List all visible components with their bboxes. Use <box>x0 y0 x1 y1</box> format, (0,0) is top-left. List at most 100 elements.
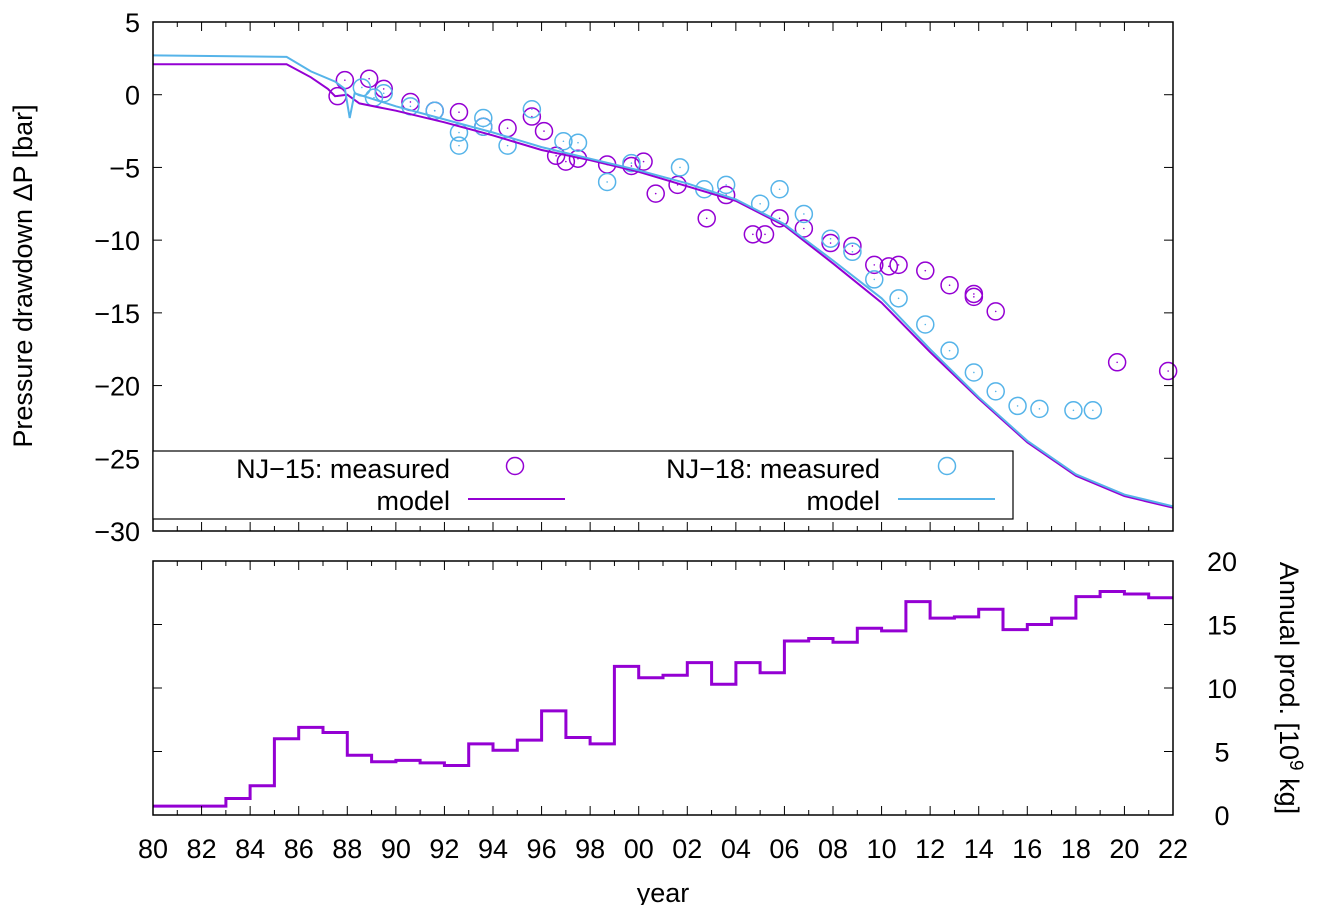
nj15-measured-point-dot-22 <box>764 233 766 236</box>
nj18-measured-point-dot-4 <box>433 109 436 112</box>
production-y-tick-labels: 20 15 10 5 0 <box>1207 547 1237 831</box>
nj18-measured-point-23 <box>865 270 884 289</box>
production-ticks <box>152 560 1174 816</box>
nj15-measured-point-34 <box>986 302 1005 321</box>
x-tick-label-96: 96 <box>527 834 557 864</box>
production-y-tick-label-2: 10 <box>1207 674 1237 704</box>
nj18-measured-point-14 <box>622 153 641 173</box>
nj15-measured-point-27 <box>865 255 884 275</box>
x-tick-label-10: 10 <box>867 834 897 864</box>
drawdown-y-axis-title: Pressure drawdown ΔP [bar] <box>8 104 38 447</box>
nj18-measured-point-dot-20 <box>803 213 805 215</box>
nj15-measured-point-17 <box>646 184 665 203</box>
nj15-measured-point-22 <box>755 225 775 244</box>
nj15-measured-point-dot-23 <box>778 217 781 220</box>
drawdown-model-lines <box>152 54 1174 509</box>
nj18-measured-point-32 <box>1083 401 1103 420</box>
x-tick-label-12: 12 <box>915 834 945 864</box>
nj15-measured-point-dot-27 <box>873 264 876 266</box>
nj18-measured-point-31 <box>1064 401 1083 420</box>
x-tick-label-92: 92 <box>429 834 459 864</box>
nj15-measured-point-30 <box>916 261 935 280</box>
nj18-measured-point-20 <box>794 204 814 224</box>
nj18-measured-point-dot-14 <box>630 162 633 164</box>
nj18-measured-point-dot-18 <box>759 202 761 205</box>
drawdown-y-tick-label-7: −30 <box>94 517 140 547</box>
nj18-measured-point-27 <box>964 363 984 382</box>
nj15-measured-point-33 <box>964 287 984 307</box>
nj15-measured-point-dot-9 <box>531 115 533 118</box>
nj18-measured-point-dot-28 <box>994 390 997 393</box>
nj15-measured-point-dot-24 <box>803 227 805 230</box>
nj15-measured-point-24 <box>794 219 814 238</box>
nj18-measured-point-16 <box>716 175 736 195</box>
drawdown-y-tick-label-1: 0 <box>125 81 140 111</box>
nj15-measured-point-dot-3 <box>382 88 385 90</box>
nj18-measured-point-29 <box>1008 396 1027 416</box>
nj18-measured-point-dot-9 <box>506 144 509 147</box>
nj18-measured-point-12 <box>568 133 588 152</box>
production-y-tick-label-0: 20 <box>1207 547 1237 577</box>
drawdown-y-tick-label-3: −10 <box>94 226 140 256</box>
nj18-measured-point-dot-26 <box>948 349 951 352</box>
legend-label-nj18-measured: NJ−18: measured <box>666 454 880 484</box>
nj15-measured-point-dot-2 <box>368 77 370 80</box>
nj18-measured-point-24 <box>889 289 908 308</box>
nj15-measured-point-6 <box>449 102 469 122</box>
nj18-measured-point-dot-17 <box>679 166 681 169</box>
x-tick-label-84: 84 <box>235 834 265 864</box>
nj18-measured-point-dot-19 <box>778 188 781 191</box>
nj15-measured-point-dot-12 <box>565 160 567 163</box>
production-y-tick-label-1: 15 <box>1207 611 1237 641</box>
nj15-measured-point-dot-32 <box>973 293 975 295</box>
nj15-measured-point-26 <box>843 236 862 256</box>
nj18-measured-point-28 <box>986 382 1005 401</box>
production-y-axis-title: Annual prod. [109 kg] <box>1274 562 1306 814</box>
nj18-measured-point-dot-13 <box>606 181 608 183</box>
nj15-measured-point-25 <box>821 233 840 253</box>
nj15-measured-point-dot-26 <box>851 245 854 247</box>
drawdown-y-tick-label-2: −5 <box>109 153 140 183</box>
nj15-measured-point-dot-36 <box>1167 370 1169 372</box>
drawdown-y-tick-label-0: 5 <box>125 8 140 38</box>
nj15-measured-point-dot-35 <box>1116 361 1118 364</box>
x-tick-label-00: 00 <box>624 834 654 864</box>
nj18-measured-point-21 <box>821 229 840 248</box>
nj15-measured-point-dot-28 <box>888 265 890 268</box>
nj18-measured-point-30 <box>1030 399 1049 419</box>
nj15-measured-point-dot-30 <box>924 269 927 272</box>
nj15-measured-point-36 <box>1158 361 1178 381</box>
nj15-measured-point-dot-21 <box>752 233 754 236</box>
nj18-measured-point-22 <box>843 242 862 262</box>
x-tick-label-16: 16 <box>1012 834 1042 864</box>
drawdown-y-tick-label-5: −20 <box>94 372 140 402</box>
nj15-model-line <box>153 63 1174 509</box>
production-y-tick-label-4: 0 <box>1214 801 1229 831</box>
nj15-measured-point-dot-15 <box>630 165 633 167</box>
nj18-measured-point-10 <box>522 100 542 119</box>
drawdown-y-tick-label-6: −25 <box>94 444 140 474</box>
nj18-measured-point-dot-2 <box>382 92 385 95</box>
nj18-measured-point-11 <box>554 132 573 151</box>
drawdown-y-tick-label-4: −15 <box>94 299 140 329</box>
nj18-measured-point-dot-12 <box>577 141 579 144</box>
nj15-measured-point-dot-29 <box>897 264 900 266</box>
drawdown-panel: 5 0 −5 −10 −15 −20 −25 −30 Pressure drawdown ΔP… <box>8 8 1178 547</box>
production-y-axis-title-exponent: 9 <box>1285 760 1306 771</box>
nj18-measured-point-dot-21 <box>829 237 832 240</box>
nj15-measured-point-19 <box>697 209 716 228</box>
nj15-measured-point-16 <box>634 152 653 171</box>
production-y-axis-title-prefix: Annual prod. [10 <box>1274 562 1304 760</box>
nj15-measured-point-10 <box>534 121 554 141</box>
x-tick-label-80: 80 <box>138 834 168 864</box>
nj18-measured-point-dot-6 <box>458 144 460 147</box>
nj18-measured-point-dot-0 <box>361 86 363 89</box>
x-tick-label-18: 18 <box>1061 834 1091 864</box>
nj18-measured-point-13 <box>597 172 617 192</box>
production-panel: 20 15 10 5 0 80 82 84 86 88 90 92 94 96 98 00 02 04 06 08 1… <box>138 547 1306 905</box>
x-tick-label-04: 04 <box>721 834 751 864</box>
x-tick-label-94: 94 <box>478 834 508 864</box>
nj15-measured-point-9 <box>522 107 542 126</box>
nj18-measured-point-dot-31 <box>1072 409 1075 412</box>
x-tick-label-20: 20 <box>1109 834 1139 864</box>
